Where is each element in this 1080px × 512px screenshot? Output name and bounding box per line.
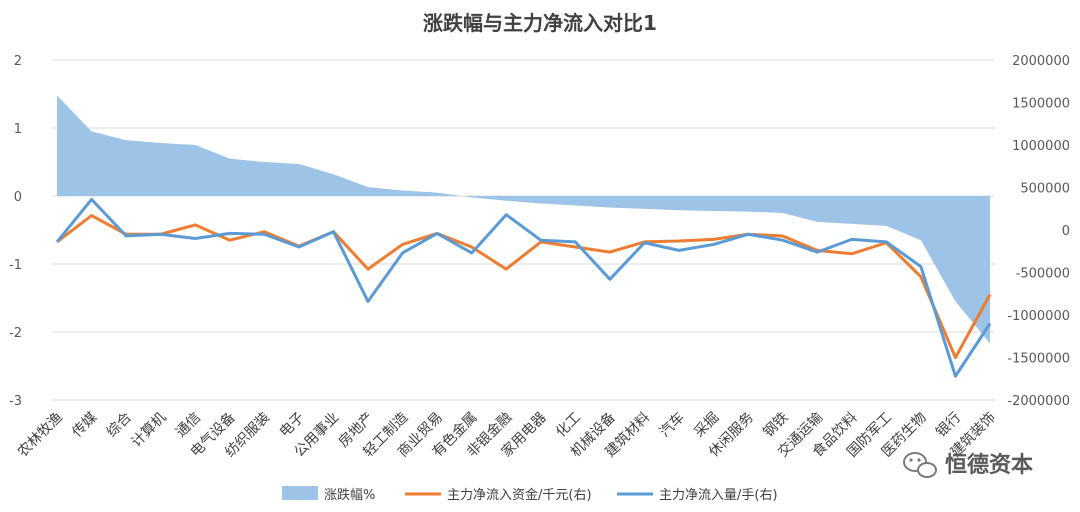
- line-series-path: [55, 197, 992, 378]
- right-tick-label: 0: [1062, 224, 1070, 239]
- right-axis-ticks: 2000000 1500000 1000000 500000 0 -500000 -1000…: [1007, 54, 1070, 409]
- right-tick-label: 2000000: [1012, 54, 1070, 69]
- category-label: 传媒: [69, 410, 100, 441]
- category-label: 钢铁: [760, 410, 791, 441]
- left-tick-label: -3: [9, 394, 22, 409]
- legend-label: 主力净流入量/手(右): [659, 488, 778, 503]
- category-label: 化工: [553, 410, 584, 441]
- legend-label: 主力净流入资金/千元(右): [447, 487, 592, 503]
- category-label: 汽车: [656, 409, 688, 441]
- chart-title: 涨跌幅与主力净流入对比1: [423, 11, 657, 35]
- left-tick-label: -2: [9, 326, 22, 341]
- right-tick-label: 500000: [1020, 182, 1070, 197]
- right-tick-label: -1500000: [1007, 352, 1070, 367]
- right-tick-label: 1500000: [1012, 97, 1070, 112]
- gridlines: [52, 59, 995, 401]
- area-series-shape: [57, 95, 990, 344]
- category-label: 银行: [933, 410, 964, 441]
- category-label: 采掘: [691, 410, 722, 441]
- area-series-layer: [57, 95, 990, 344]
- left-axis-ticks: 2 1 0 -1 -2 -3: [9, 54, 22, 409]
- left-tick-label: 2: [14, 54, 22, 69]
- category-label: 电子: [277, 410, 308, 441]
- category-label: 农林牧渔: [15, 410, 66, 461]
- left-tick-label: -1: [9, 258, 22, 273]
- watermark: 恒德资本: [903, 452, 1033, 478]
- legend: 涨跌幅% 主力净流入资金/千元(右) 主力净流入量/手(右): [282, 486, 778, 503]
- line-series-path: [56, 214, 992, 359]
- category-label: 综合: [104, 410, 135, 441]
- line-series-layer: [55, 197, 992, 378]
- legend-swatch-area: [282, 486, 318, 500]
- legend-label: 涨跌幅%: [324, 487, 375, 503]
- category-label: 计算机: [128, 410, 169, 451]
- right-tick-label: 1000000: [1012, 139, 1070, 154]
- right-tick-label: -500000: [1016, 267, 1070, 282]
- category-label: 通信: [173, 410, 204, 441]
- right-tick-label: -1000000: [1007, 309, 1070, 324]
- watermark-text: 恒德资本: [945, 452, 1033, 478]
- right-tick-label: -2000000: [1007, 394, 1070, 409]
- left-tick-label: 0: [14, 190, 22, 205]
- wechat-icon: [903, 452, 937, 478]
- left-tick-label: 1: [14, 122, 22, 137]
